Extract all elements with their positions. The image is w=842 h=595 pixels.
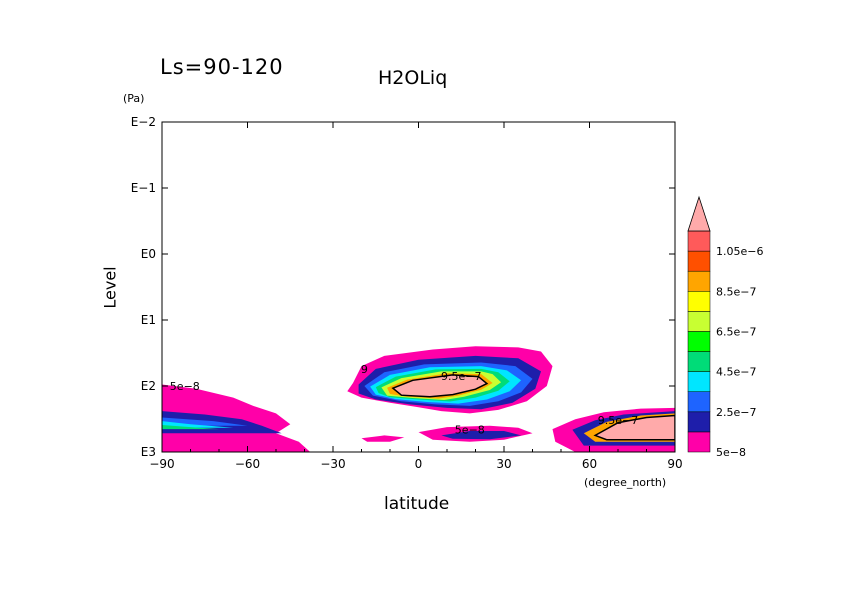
y-tick-label: E−2 [131, 115, 156, 129]
x-tick-label: 30 [496, 457, 511, 471]
colorbar-label: 1.05e−6 [716, 245, 763, 258]
y-tick-label: E1 [141, 313, 156, 327]
x-tick-label: 90 [667, 457, 682, 471]
y-axis-unit: (Pa) [123, 92, 145, 105]
contour-fields [162, 346, 675, 452]
contour-label: 9.5e−7 [598, 414, 638, 427]
contour-labels: 5e−8 5e−8 9.5e−7 9.5e−7 9 [170, 363, 638, 437]
colorbar-swatch [687, 230, 711, 252]
x-tick-label: 60 [582, 457, 597, 471]
colorbar-swatch [687, 311, 711, 332]
x-tick-label: −90 [149, 457, 174, 471]
colorbar-label: 5e−8 [716, 446, 746, 459]
colorbar-swatch [687, 391, 711, 413]
x-axis-label: latitude [384, 494, 450, 514]
colorbar-swatch [687, 411, 711, 433]
y-axis: E−2 E−1 E0 E1 E2 E3 [131, 115, 675, 459]
colorbar-label: 8.5e−7 [716, 285, 756, 298]
season-label: Ls=90-120 [160, 55, 284, 79]
cloud-lowlevel-west [361, 435, 405, 442]
cloud-south-l0 [162, 384, 311, 452]
colorbar-swatch [687, 291, 711, 312]
contour-label: 5e−8 [170, 380, 200, 393]
cloud-south-l3 [162, 421, 234, 428]
y-tick-label: E−1 [131, 181, 156, 195]
x-tick-label: 0 [415, 457, 423, 471]
colorbar-swatch [687, 351, 711, 372]
cloud-lowlevel-l1 [441, 431, 522, 440]
colorbar-swatch [687, 331, 711, 352]
x-tick-label: −30 [320, 457, 345, 471]
colorbar-swatch [687, 250, 711, 272]
cloud-north-core [593, 414, 675, 441]
x-axis-unit: (degree_north) [584, 476, 667, 489]
contour-label: 9 [361, 363, 368, 376]
contour-label: 5e−8 [455, 424, 485, 437]
cloud-south-l4 [162, 425, 219, 430]
colorbar-label: 4.5e−7 [716, 366, 756, 379]
colorbar: 5e−8 2.5e−7 4.5e−7 6.5e−7 8.5e−7 1.05e−6 [687, 195, 763, 459]
cloud-central-core [391, 374, 489, 398]
y-tick-label: E3 [141, 445, 156, 459]
colorbar-label: 2.5e−7 [716, 406, 756, 419]
chart-title: H2OLiq [378, 67, 448, 89]
colorbar-swatch [687, 431, 711, 453]
colorbar-swatch [687, 371, 711, 392]
y-tick-label: E2 [141, 379, 156, 393]
y-tick-label: E0 [141, 247, 156, 261]
colorbar-label: 6.5e−7 [716, 325, 756, 338]
colorbar-extension [687, 195, 711, 232]
contour-label: 9.5e−7 [441, 370, 481, 383]
x-tick-label: −60 [235, 457, 260, 471]
x-axis: −90 −60 −30 0 30 60 90 [149, 122, 683, 471]
colorbar-swatch [687, 270, 711, 292]
